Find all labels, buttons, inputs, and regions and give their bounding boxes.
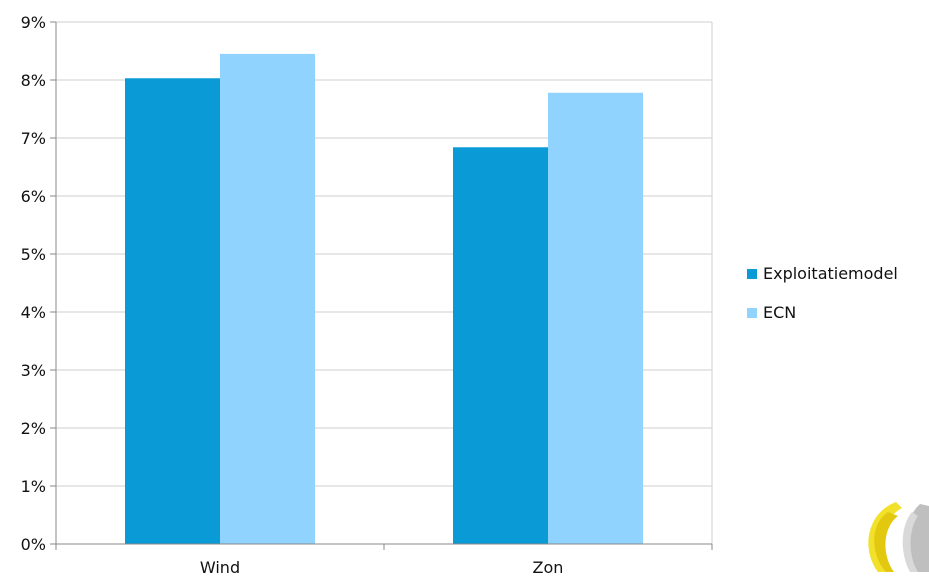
y-tick-label: 4%	[21, 303, 46, 322]
legend-swatch	[747, 269, 757, 279]
bars	[125, 53, 643, 545]
x-category-label: Zon	[533, 558, 564, 577]
y-tick-label: 2%	[21, 419, 46, 438]
y-tick-label: 6%	[21, 187, 46, 206]
legend-label: ECN	[763, 303, 796, 322]
x-category-labels: Wind Zon	[200, 558, 564, 577]
x-category-label: Wind	[200, 558, 240, 577]
bar-exploitatiemodel-wind	[125, 78, 220, 544]
bar-exploitatiemodel-zon	[453, 147, 548, 544]
y-tick-label: 9%	[21, 13, 46, 32]
y-tick-label: 1%	[21, 477, 46, 496]
bar-ecn-zon	[548, 92, 643, 544]
y-tick-label: 5%	[21, 245, 46, 264]
legend-label: Exploitatiemodel	[763, 264, 898, 283]
y-tick-labels: 0% 1% 2% 3% 4% 5% 6% 7% 8% 9%	[21, 13, 46, 554]
logo-emblem	[868, 502, 929, 572]
y-tick-label: 3%	[21, 361, 46, 380]
bar-ecn-wind	[220, 53, 315, 545]
y-tick-label: 7%	[21, 129, 46, 148]
legend: Exploitatiemodel ECN	[747, 264, 898, 322]
y-tick-label: 0%	[21, 535, 46, 554]
axes	[50, 21, 713, 550]
legend-swatch	[747, 308, 757, 318]
y-tick-label: 8%	[21, 71, 46, 90]
